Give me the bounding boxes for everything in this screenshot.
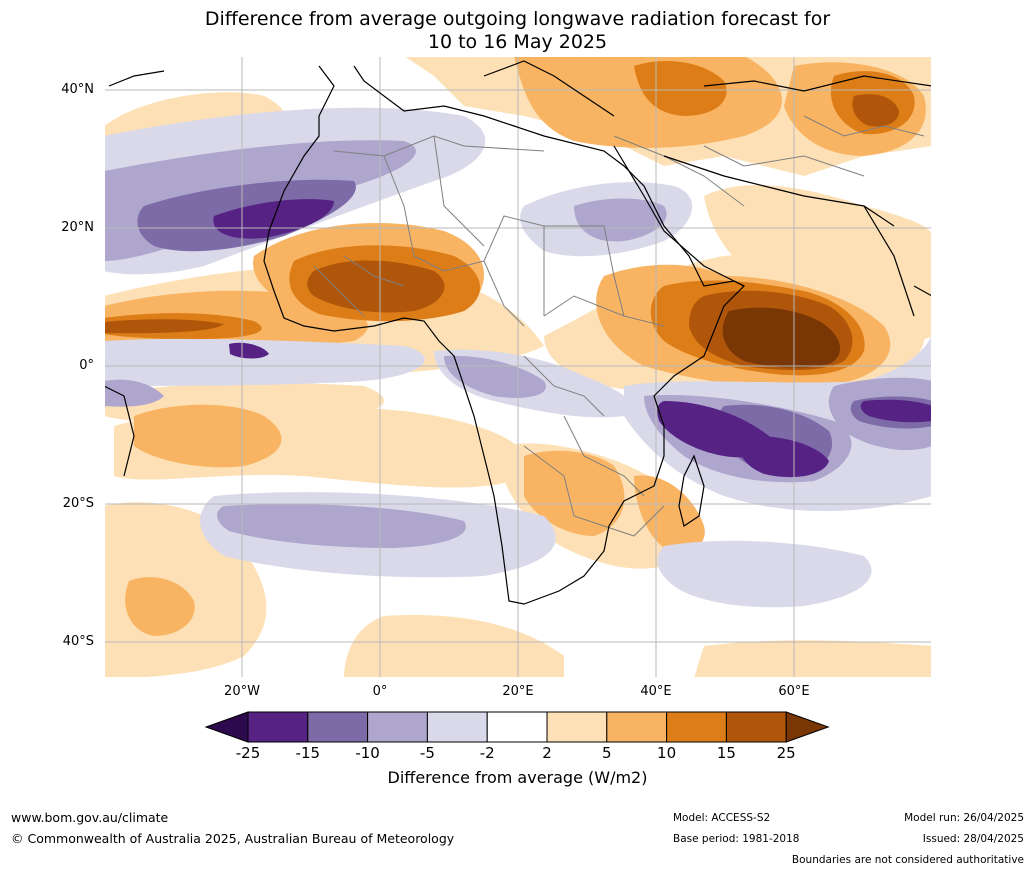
anomaly-above-25	[722, 307, 841, 368]
colorbar-swatch	[725, 711, 787, 743]
colorbar-swatch	[486, 711, 548, 743]
colorbar-swatch	[367, 711, 428, 743]
lat-label-40s: 40°S	[62, 634, 94, 649]
disclaimer: Boundaries are not considered authoritat…	[791, 854, 1024, 866]
colorbar-swatch	[247, 711, 309, 743]
colorbar-title: Difference from average (W/m2)	[387, 768, 648, 787]
colorbar-tick-label: -10	[355, 744, 380, 762]
lon-label-20w: 20°W	[224, 684, 260, 699]
colorbar-tick-label: 5	[602, 744, 612, 762]
colorbar-tick-label: 25	[776, 744, 796, 762]
graticule	[104, 56, 932, 678]
lat-label-20n: 20°N	[61, 220, 94, 235]
colorbar-swatch	[666, 711, 727, 743]
colorbar-tick-label: -2	[479, 744, 495, 762]
lon-label-20e: 20°E	[502, 684, 534, 699]
colorbar-swatch	[426, 711, 488, 743]
base-period: Base period: 1981-2018	[673, 833, 800, 845]
colorbar-tick-label: -25	[235, 744, 261, 762]
website-link[interactable]: www.bom.gov.au/climate	[11, 810, 169, 825]
map-frame	[104, 56, 932, 678]
colorbar-swatch	[606, 711, 668, 743]
lat-label-20s: 20°S	[62, 496, 94, 511]
country-borders	[313, 115, 925, 537]
colorbar-tick-label: -5	[419, 744, 435, 762]
colorbar-swatch	[307, 711, 369, 743]
colorbar-swatch	[546, 711, 608, 743]
lat-label-equator: 0°	[79, 358, 94, 373]
title-line-1: Difference from average outgoing longwav…	[204, 8, 831, 30]
lat-label-40n: 40°N	[61, 82, 94, 97]
colorbar-extend-high	[785, 711, 830, 743]
colorbar-tick-label: 15	[716, 744, 736, 762]
issued-date: Issued: 28/04/2025	[922, 833, 1024, 845]
colorbar-extend-low	[204, 711, 249, 743]
colorbar-tick-label: -15	[295, 744, 321, 762]
copyright: © Commonwealth of Australia 2025, Austra…	[11, 831, 455, 846]
colorbar-tick-label: 10	[657, 744, 677, 762]
chart-title: Difference from average outgoing longwav…	[0, 8, 1035, 54]
coastlines	[104, 60, 932, 605]
colorbar	[204, 711, 830, 743]
title-line-2: 10 to 16 May 2025	[427, 31, 608, 53]
lon-label-40e: 40°E	[640, 684, 672, 699]
lon-label-60e: 60°E	[778, 684, 810, 699]
olr-anomaly-map	[104, 56, 932, 678]
lon-label-0: 0°	[372, 684, 388, 699]
model-run: Model run: 26/04/2025	[904, 812, 1024, 824]
model-name: Model: ACCESS-S2	[673, 812, 771, 824]
colorbar-tick-label: 2	[542, 744, 552, 762]
